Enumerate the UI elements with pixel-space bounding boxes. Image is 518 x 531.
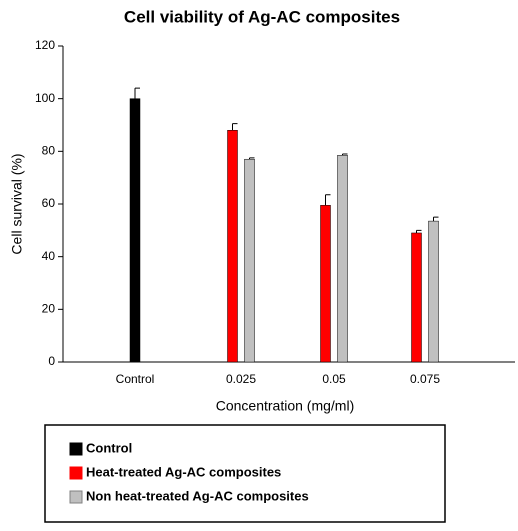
y-tick-label: 80 <box>42 144 56 158</box>
y-tick-label: 120 <box>35 38 55 52</box>
bar <box>428 220 439 363</box>
bar <box>244 158 255 363</box>
x-tick-label: 0.05 <box>322 372 346 386</box>
error-bar <box>342 153 348 156</box>
bar <box>411 232 422 363</box>
y-tick-label: 20 <box>42 302 56 316</box>
y-tick-label: 60 <box>42 196 56 210</box>
chart-title: Cell viability of Ag-AC composites <box>124 7 400 26</box>
error-bar <box>416 229 422 233</box>
x-tick-label: 0.075 <box>410 372 440 386</box>
x-tick-label: 0.025 <box>226 372 256 386</box>
bar <box>227 130 238 363</box>
legend-swatch <box>69 490 83 504</box>
y-tick-label: 0 <box>48 354 55 368</box>
error-bar <box>232 123 238 131</box>
x-tick-label: Control <box>116 372 155 386</box>
legend-label: Heat-treated Ag-AC composites <box>86 464 281 479</box>
x-axis-label: Concentration (mg/ml) <box>216 398 355 414</box>
error-bar <box>134 87 140 99</box>
y-axis-label: Cell survival (%) <box>9 153 25 254</box>
bar <box>337 155 348 363</box>
error-bar <box>249 157 255 160</box>
bar <box>129 98 141 363</box>
legend-swatch <box>69 442 83 456</box>
legend-swatch <box>69 466 83 480</box>
bar <box>320 205 331 363</box>
error-bar <box>433 216 439 222</box>
legend-label: Non heat-treated Ag-AC composites <box>86 488 309 503</box>
legend-label: Control <box>86 440 132 455</box>
legend-box <box>44 424 446 523</box>
y-tick-label: 100 <box>35 91 55 105</box>
y-tick-label: 40 <box>42 249 56 263</box>
error-bar <box>325 194 331 206</box>
